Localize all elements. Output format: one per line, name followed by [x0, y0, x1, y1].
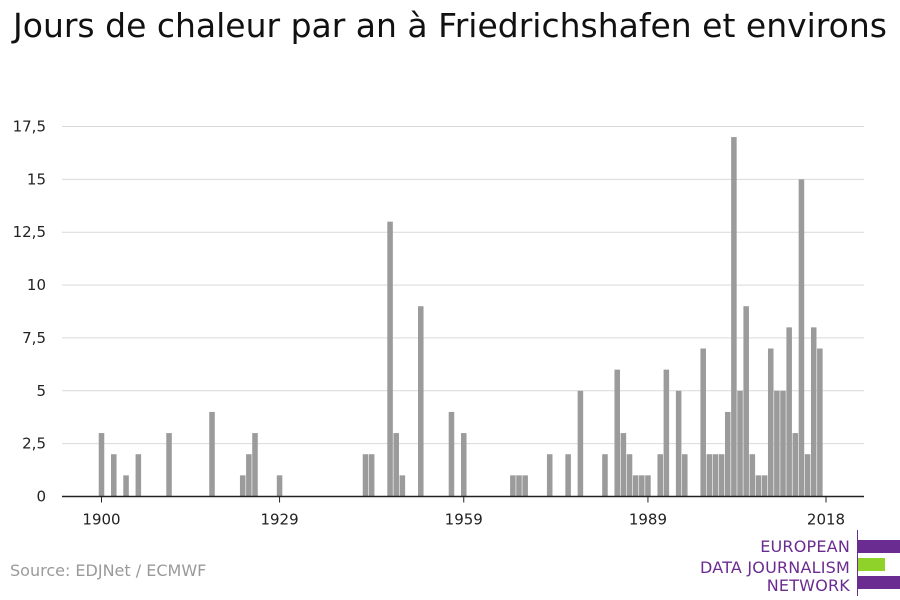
bar	[516, 475, 522, 497]
y-tick-label: 2,5	[22, 435, 46, 453]
bar	[743, 306, 749, 497]
bar	[387, 221, 393, 497]
bar	[123, 475, 129, 497]
edjnet-logo: EUROPEAN DATA JOURNALISM NETWORK	[700, 530, 900, 600]
bar	[804, 454, 811, 497]
x-tick-label: 1929	[260, 511, 298, 529]
bar	[767, 348, 774, 497]
y-tick-label: 10	[27, 276, 46, 294]
bar	[565, 454, 571, 497]
bar	[755, 475, 762, 497]
bar	[786, 327, 792, 497]
bar	[448, 411, 455, 497]
bar	[780, 390, 786, 497]
x-tick-label: 1959	[445, 511, 483, 529]
bar	[510, 475, 516, 497]
y-axis-tick-labels: 0 2,5 5 7,5 10 12,5 15 17,5	[13, 118, 46, 506]
bar	[657, 454, 663, 497]
bar	[645, 475, 651, 497]
bar	[663, 369, 670, 497]
logo-line-3: NETWORK	[766, 576, 850, 595]
bar	[712, 454, 719, 497]
bar	[737, 390, 743, 497]
bar	[399, 475, 406, 497]
bar	[276, 475, 283, 497]
bars	[98, 137, 823, 497]
bar	[111, 454, 117, 497]
bar	[166, 433, 172, 497]
bar	[209, 411, 215, 497]
bar	[731, 137, 737, 497]
bar	[632, 475, 639, 497]
bar	[718, 454, 725, 497]
logo-divider	[857, 530, 858, 596]
bar	[522, 475, 528, 497]
logo-bar-middle	[858, 558, 885, 571]
bar	[577, 390, 584, 497]
bar	[135, 454, 142, 497]
bar	[393, 433, 399, 497]
bar	[98, 433, 105, 497]
bar	[749, 454, 756, 497]
bar	[810, 327, 817, 497]
bar	[602, 454, 608, 497]
bar	[362, 454, 369, 497]
logo-bar-top	[858, 540, 900, 553]
bar	[761, 475, 768, 497]
bar	[239, 475, 246, 497]
x-axis-tick-labels: 1900 1929 1959 1989 2018	[82, 511, 845, 529]
y-tick-label: 12,5	[13, 223, 46, 241]
bar	[626, 454, 633, 497]
bar	[706, 454, 713, 497]
gridlines	[62, 126, 864, 445]
logo-line-1: EUROPEAN	[760, 537, 850, 556]
y-tick-label: 17,5	[13, 118, 46, 136]
y-tick-label: 15	[27, 170, 46, 188]
bar	[700, 348, 706, 497]
logo-bar-bottom	[858, 576, 900, 589]
bar	[682, 454, 688, 497]
bar	[798, 179, 805, 497]
bar	[614, 369, 621, 497]
y-tick-label: 0	[36, 488, 46, 506]
bar	[639, 475, 645, 497]
x-tick-label: 1900	[82, 511, 120, 529]
bar	[675, 390, 682, 497]
logo-line-2: DATA JOURNALISM	[700, 558, 850, 577]
bar	[817, 348, 823, 497]
bar	[546, 454, 553, 497]
bar	[418, 306, 424, 497]
x-axis	[62, 495, 864, 503]
bar	[246, 454, 252, 497]
chart-title: Jours de chaleur par an à Friedrichshafe…	[13, 6, 887, 45]
x-tick-label: 1989	[629, 511, 667, 529]
y-tick-label: 7,5	[22, 329, 46, 347]
bar	[724, 411, 731, 497]
bar	[368, 454, 375, 497]
x-tick-label: 2018	[807, 511, 845, 529]
bar	[252, 433, 258, 497]
bar	[620, 433, 627, 497]
bar	[792, 433, 799, 497]
bar	[460, 433, 467, 497]
bar	[774, 390, 780, 497]
y-tick-label: 5	[36, 382, 46, 400]
source-note: Source: EDJNet / ECMWF	[10, 561, 207, 580]
